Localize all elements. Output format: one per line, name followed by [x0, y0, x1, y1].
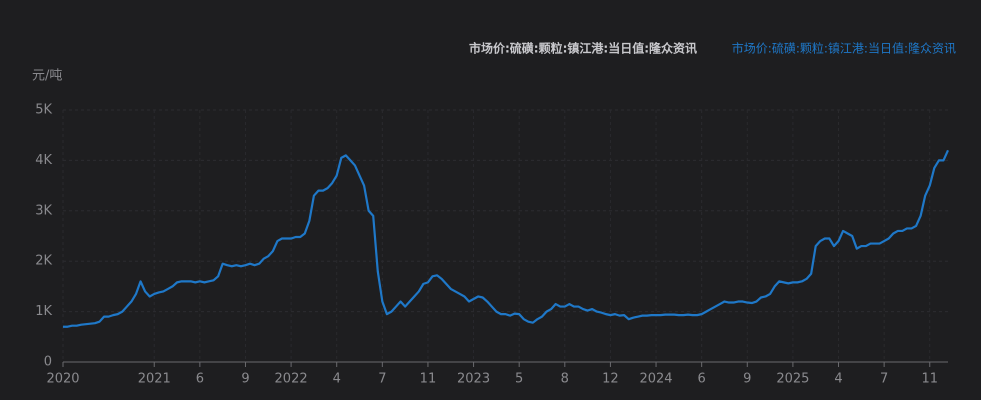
x-tick-label: 4: [834, 372, 842, 387]
x-tick-label: 11: [921, 372, 938, 387]
y-unit: 元/吨: [32, 69, 62, 84]
chart-title: 市场价:硫磺:颗粒:镇江港:当日值:隆众资讯: [469, 41, 697, 56]
x-tick-label: 7: [378, 372, 386, 387]
y-tick-label: 4K: [35, 153, 52, 168]
x-tick-label: 4: [333, 372, 341, 387]
x-tick-label: 2025: [776, 372, 809, 387]
y-tick-label: 5K: [35, 103, 52, 118]
y-tick-label: 3K: [35, 203, 52, 218]
series-line: [63, 149, 950, 328]
x-tick-label: 12: [602, 372, 619, 387]
x-tick-label: 6: [196, 372, 204, 387]
x-tick-label: 2020: [46, 372, 79, 387]
x-tick-label: 7: [880, 372, 888, 387]
x-tick-label: 2024: [639, 372, 672, 387]
y-tick-label: 0: [44, 355, 52, 370]
x-tick-label: 9: [241, 372, 249, 387]
x-tick-label: 6: [698, 372, 706, 387]
x-tick-label: 5: [515, 372, 523, 387]
y-tick-label: 1K: [35, 304, 52, 319]
x-tick-label: 2022: [275, 372, 308, 387]
y-tick-label: 2K: [35, 254, 52, 269]
x-tick-label: 9: [743, 372, 751, 387]
x-tick-label: 2021: [138, 372, 171, 387]
x-tick-label: 8: [561, 372, 569, 387]
x-tick-label: 2023: [457, 372, 490, 387]
x-tick-label: 11: [420, 372, 437, 387]
legend-label[interactable]: 市场价:硫磺:颗粒:镇江港:当日值:隆众资讯: [732, 41, 956, 56]
